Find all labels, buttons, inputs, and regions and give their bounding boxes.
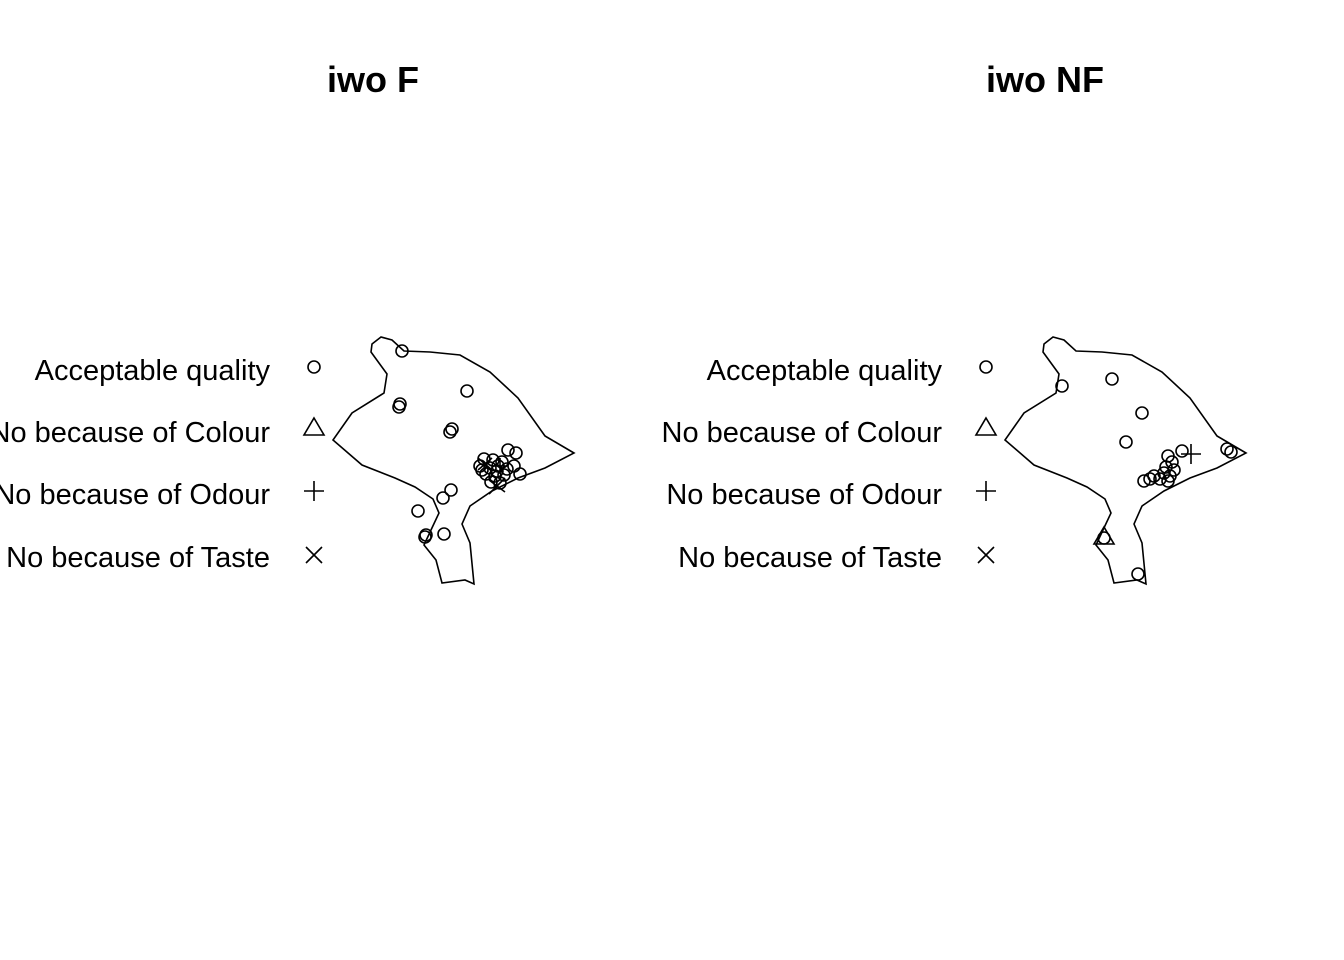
sample-point bbox=[445, 422, 459, 436]
sample-points bbox=[1055, 372, 1238, 581]
panel-title: iwo NF bbox=[986, 59, 1104, 100]
sample-point bbox=[1153, 472, 1167, 486]
sample-point bbox=[444, 483, 458, 497]
sample-point bbox=[418, 530, 432, 544]
sample-point bbox=[1220, 442, 1234, 456]
legend-label-acceptable-quality: Acceptable quality bbox=[707, 355, 943, 387]
sample-point bbox=[484, 475, 498, 489]
sample-point bbox=[1055, 379, 1069, 393]
legend: Acceptable quality No because of Colour … bbox=[662, 355, 998, 574]
triangle-icon bbox=[974, 416, 998, 436]
plus-icon bbox=[304, 481, 324, 501]
panel-iwo-nf: iwo NF Acceptable quality No because of … bbox=[662, 59, 1248, 586]
sample-point bbox=[1105, 372, 1119, 386]
odour-marker bbox=[1181, 444, 1201, 464]
panel-title: iwo F bbox=[327, 59, 419, 100]
panel-iwo-f: iwo F Acceptable quality No because of C… bbox=[0, 59, 576, 586]
sample-point bbox=[1131, 567, 1145, 581]
cross-icon bbox=[305, 546, 323, 564]
sample-point bbox=[395, 344, 409, 358]
circle-icon bbox=[979, 360, 993, 374]
sample-point bbox=[437, 527, 451, 541]
legend-label-odour: No because of Odour bbox=[666, 479, 942, 511]
sample-point bbox=[436, 491, 450, 505]
legend-label-acceptable-quality: Acceptable quality bbox=[35, 355, 271, 387]
sample-point bbox=[1175, 444, 1189, 458]
cross-icon bbox=[977, 546, 995, 564]
sample-point bbox=[1159, 460, 1173, 474]
sample-point bbox=[411, 504, 425, 518]
sample-point bbox=[443, 425, 457, 439]
legend-label-colour: No because of Colour bbox=[662, 417, 943, 449]
sample-point bbox=[1161, 474, 1175, 488]
region-boundary bbox=[1003, 336, 1248, 586]
legend-label-taste: No because of Taste bbox=[678, 542, 942, 574]
sample-point bbox=[501, 443, 515, 457]
colour-marker bbox=[1092, 525, 1116, 545]
circle-icon bbox=[307, 360, 321, 374]
sample-point bbox=[1135, 406, 1149, 420]
sample-point bbox=[513, 467, 527, 481]
sample-point bbox=[475, 463, 489, 477]
sample-point bbox=[392, 400, 406, 414]
legend-label-colour: No because of Colour bbox=[0, 417, 270, 449]
sample-point bbox=[507, 459, 521, 473]
taste-marker bbox=[477, 457, 493, 471]
region-boundary bbox=[331, 336, 576, 586]
legend: Acceptable quality No because of Colour … bbox=[0, 355, 326, 574]
odour-marker bbox=[492, 458, 508, 474]
sample-point bbox=[1137, 474, 1151, 488]
taste-marker bbox=[488, 477, 506, 495]
legend-label-taste: No because of Taste bbox=[6, 542, 270, 574]
sample-point bbox=[1224, 445, 1238, 459]
sample-points bbox=[392, 344, 527, 544]
sample-point bbox=[497, 468, 511, 482]
triangle-icon bbox=[302, 416, 326, 436]
sample-point bbox=[509, 446, 523, 460]
sample-point bbox=[1143, 472, 1157, 486]
sample-point bbox=[490, 464, 504, 478]
plus-icon bbox=[976, 481, 996, 501]
legend-label-odour: No because of Odour bbox=[0, 479, 270, 511]
sample-point bbox=[1119, 435, 1133, 449]
sample-point bbox=[460, 384, 474, 398]
